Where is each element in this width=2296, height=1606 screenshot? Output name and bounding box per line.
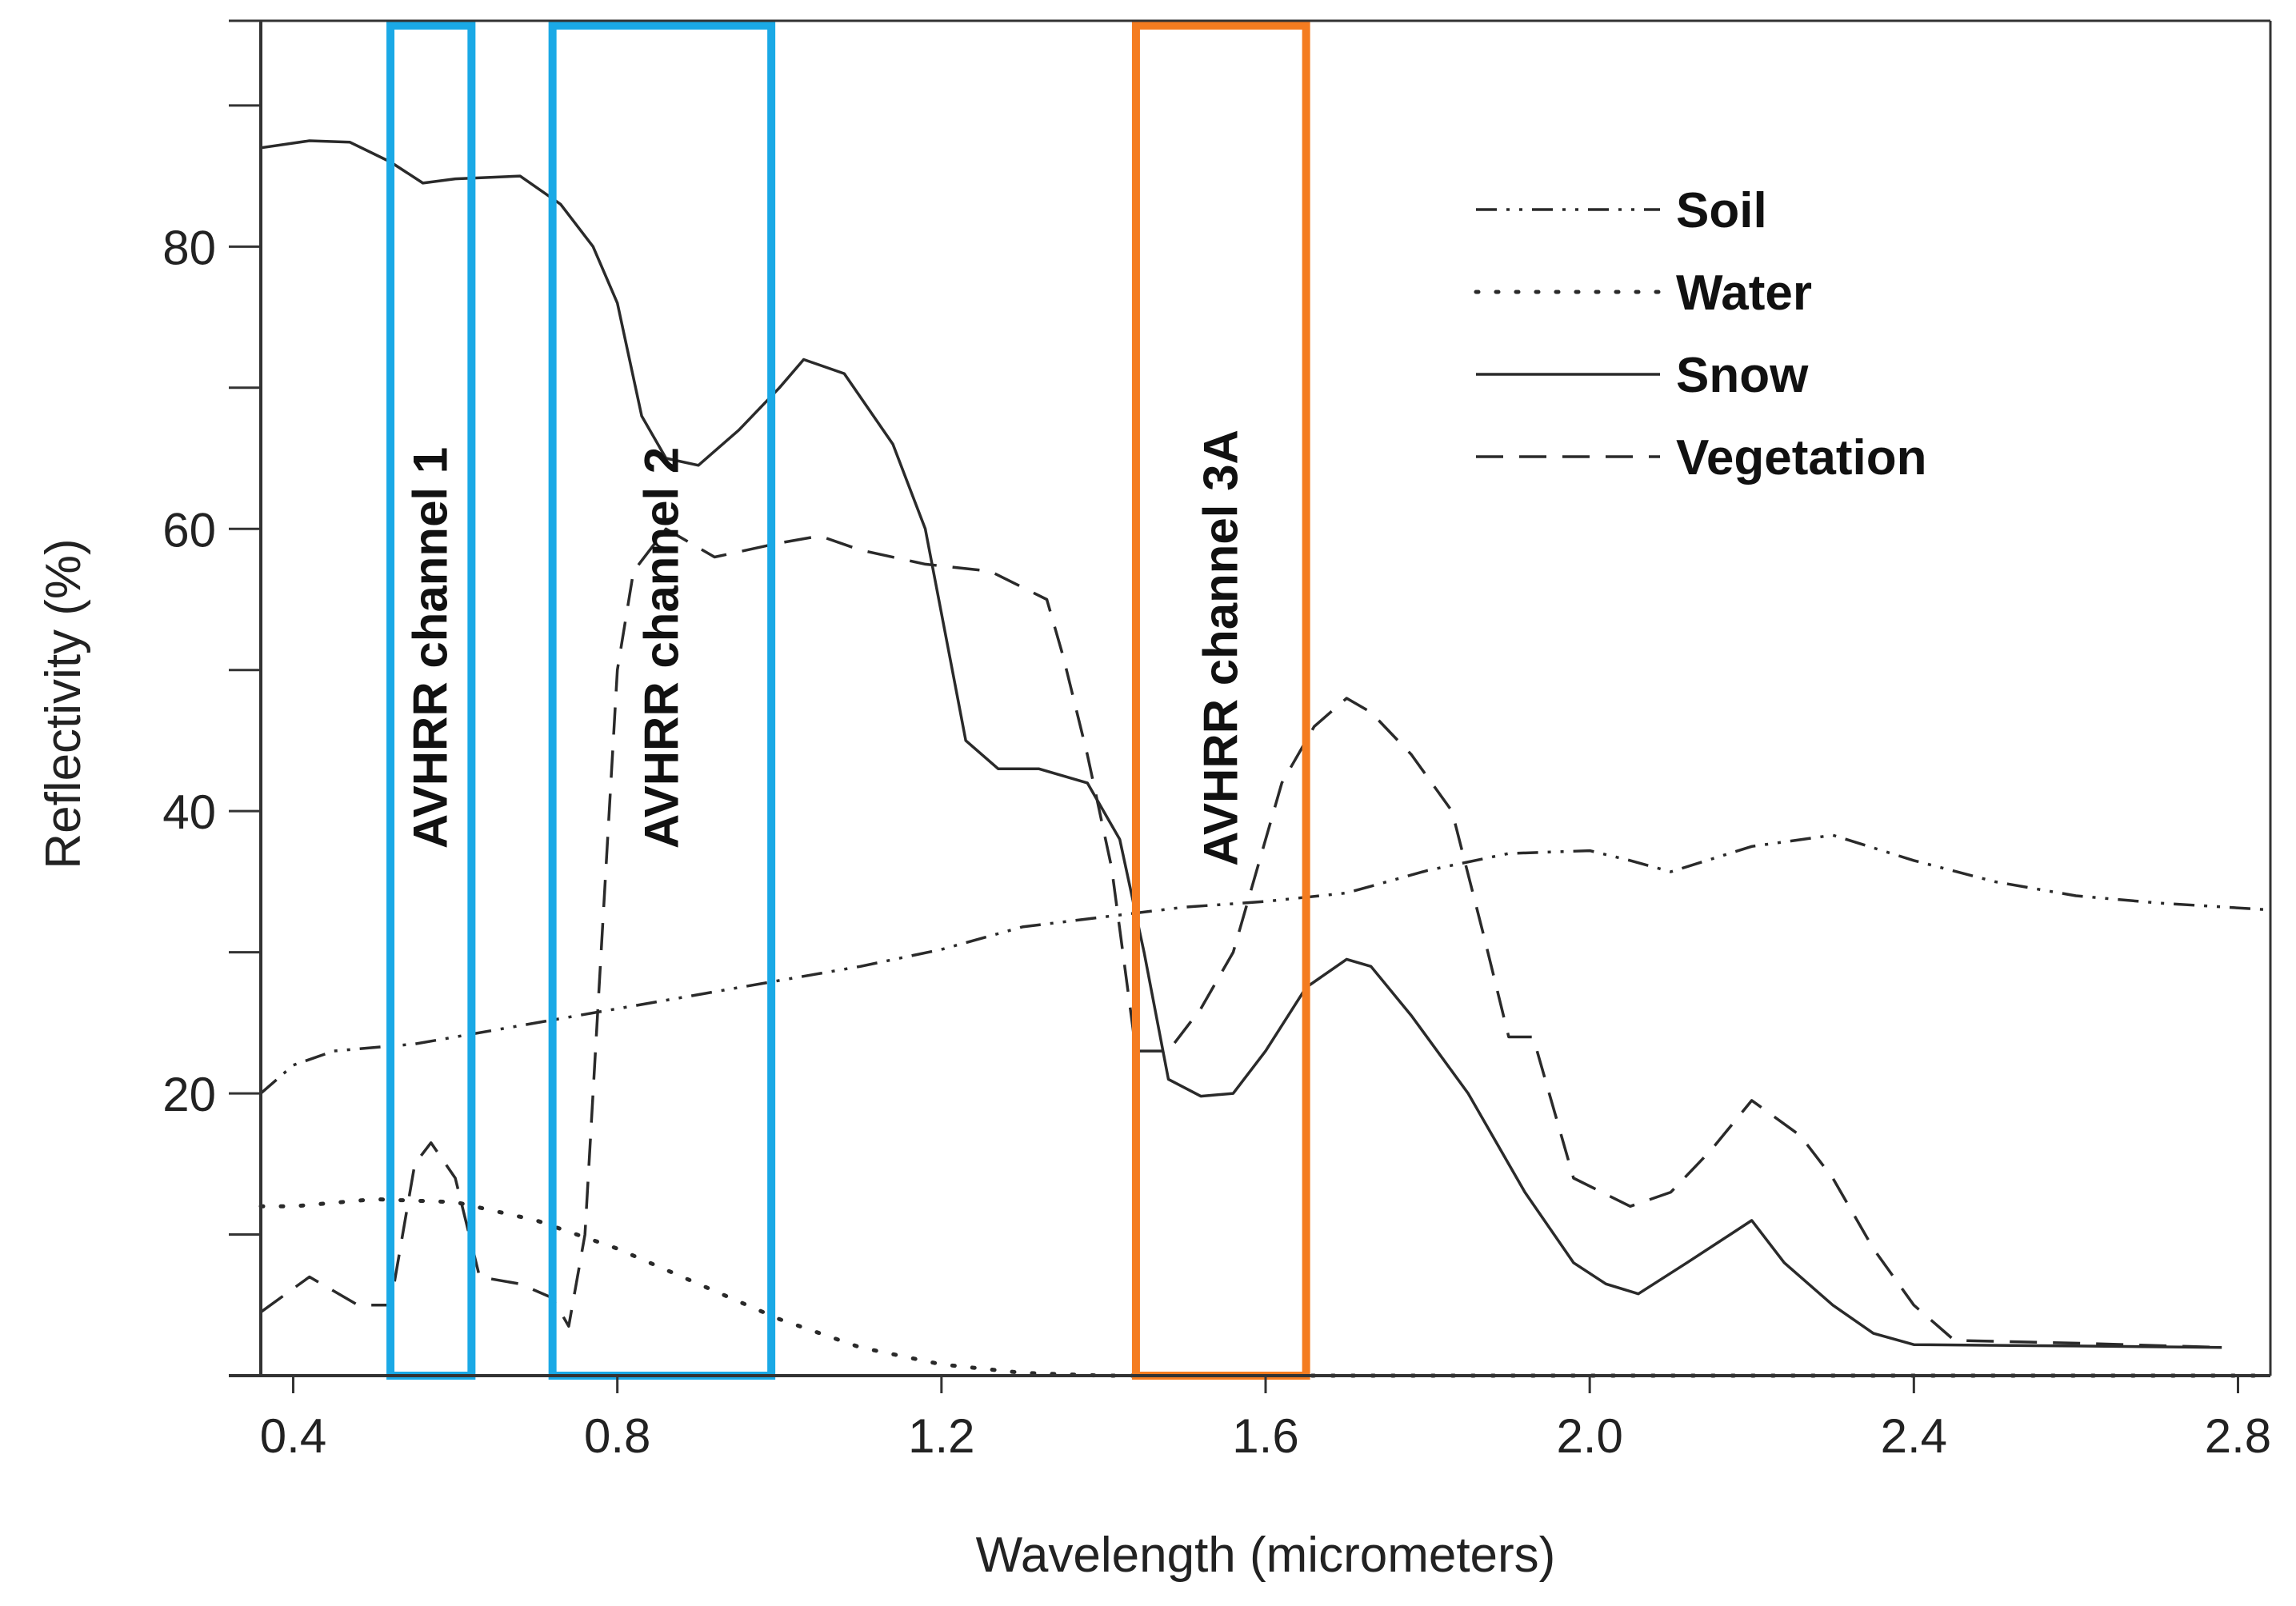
x-tick-label-0.8: 0.8 (584, 1409, 650, 1463)
x-tick-label-2: 2.0 (1556, 1409, 1622, 1463)
x-tick-label-2.8: 2.8 (2205, 1409, 2271, 1463)
legend-label-soil: Soil (1676, 183, 1767, 238)
series-layer (258, 139, 2273, 1378)
y-tick-label-60: 60 (162, 503, 216, 557)
y-axis-title: Reflectivity (%) (36, 538, 91, 869)
x-axis-title: Wavelength (micrometers) (976, 1528, 1556, 1583)
series-line-soil (259, 833, 2271, 1095)
x-tick-label-1.2: 1.2 (908, 1409, 974, 1463)
x-tick-label-2.4: 2.4 (1881, 1409, 1947, 1463)
legend-label-water: Water (1676, 266, 1812, 321)
y-tick-label-40: 40 (162, 785, 216, 839)
x-tick-label-0.4: 0.4 (260, 1409, 326, 1463)
tick-layer: 20 40 60 80 0.4 0.8 1.2 1.6 2.0 2.4 2.8 (162, 104, 2271, 1463)
band-label-1: AVHRR channel 1 (404, 447, 458, 849)
x-tick-label-1.6: 1.6 (1232, 1409, 1298, 1463)
legend-label-snow: Snow (1676, 348, 1809, 403)
band-label-2: AVHRR channel 2 (634, 447, 688, 849)
y-tick-label-20: 20 (162, 1068, 216, 1121)
band-layer: AVHRR channel 1 AVHRR channel 2 AVHRR chan… (386, 22, 1310, 1380)
band-label-3: AVHRR channel 3A (1194, 429, 1247, 866)
legend-label-vegetation: Vegetation (1676, 430, 1927, 485)
y-tick-label-80: 80 (162, 221, 216, 274)
legend: Soil Water Snow Vegetation (1474, 183, 1927, 485)
series-line-vegetation (259, 527, 2222, 1349)
series-line-snow (260, 139, 2222, 1349)
